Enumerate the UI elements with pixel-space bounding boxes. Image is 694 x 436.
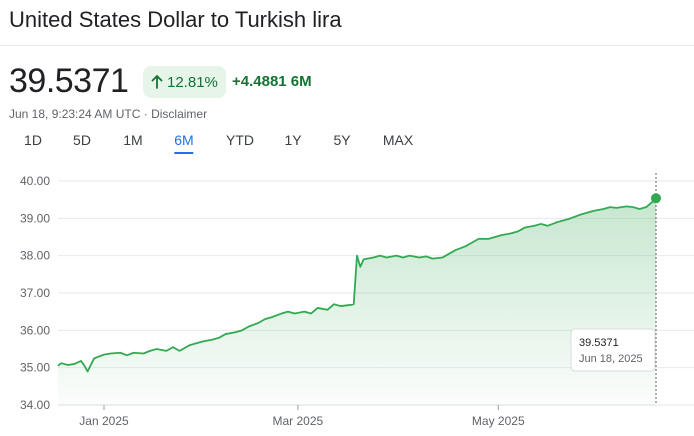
x-tick-label: May 2025: [472, 414, 525, 428]
tab-1m[interactable]: 1M: [123, 132, 143, 148]
tab-max[interactable]: MAX: [382, 132, 414, 148]
header-divider: [0, 45, 694, 46]
tab-5y[interactable]: 5Y: [333, 132, 351, 148]
tab-1d[interactable]: 1D: [24, 132, 42, 148]
tab-ytd[interactable]: YTD: [226, 132, 254, 148]
tab-6m[interactable]: 6M: [174, 132, 194, 154]
tab-5d[interactable]: 5D: [73, 132, 91, 148]
y-tick-label: 35.00: [20, 361, 50, 375]
page-title: United States Dollar to Turkish lira: [9, 7, 342, 32]
x-tick-label: Jan 2025: [79, 414, 129, 428]
current-price: 39.5371: [9, 62, 129, 100]
y-tick-label: 39.00: [20, 211, 50, 225]
change-absolute: +4.4881 6M: [232, 73, 312, 90]
timestamp-disclaimer: Jun 18, 9:23:24 AM UTC · Disclaimer: [9, 107, 208, 121]
price-chart[interactable]: 40.00 39.00 38.00 37.00 36.00 35.00 34.00 Jan 2…: [0, 168, 694, 436]
change-percent-badge: 12.81%: [143, 66, 226, 98]
tooltip-date: Jun 18, 2025: [579, 353, 643, 365]
arrow-up-icon: [151, 75, 163, 89]
y-tick-label: 38.00: [20, 249, 50, 263]
range-tabs: 1D 5D 1M 6M YTD 1Y 5Y MAX: [0, 132, 430, 156]
series-line: [57, 197, 657, 373]
tooltip-box: [570, 328, 656, 372]
current-point-marker: [651, 193, 661, 204]
change-percent-value: 12.81%: [167, 73, 218, 91]
x-tick-label: Mar 2025: [273, 414, 324, 428]
y-tick-label: 36.00: [20, 323, 50, 337]
series-area-fill: [58, 198, 656, 405]
tab-1y[interactable]: 1Y: [284, 132, 302, 148]
y-tick-label: 37.00: [20, 286, 50, 300]
tooltip-value: 39.5371: [579, 337, 619, 349]
y-tick-label: 34.00: [20, 398, 50, 412]
y-tick-label: 40.00: [20, 174, 50, 188]
